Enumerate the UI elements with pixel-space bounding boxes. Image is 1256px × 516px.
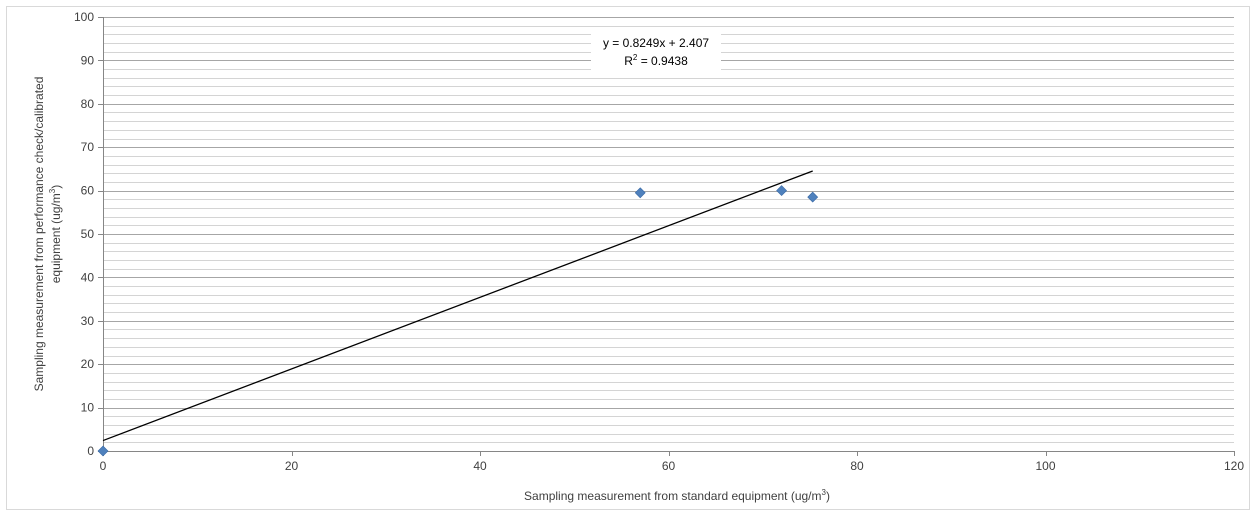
axes — [103, 17, 1234, 452]
y-tick-label: 80 — [81, 97, 95, 111]
x-tick-label: 60 — [662, 459, 676, 473]
x-tick-label: 40 — [473, 459, 487, 473]
x-tick-label: 120 — [1224, 459, 1244, 473]
y-tick-label: 30 — [81, 314, 95, 328]
y-tick-label: 60 — [81, 184, 95, 198]
trendline-layer — [102, 170, 813, 442]
data-points — [97, 185, 819, 457]
y-tick-label: 90 — [81, 53, 95, 67]
r-squared-text: R2 = 0.9438 — [624, 53, 688, 68]
data-point-diamond — [776, 185, 788, 197]
data-point-diamond — [634, 187, 646, 199]
x-tick-label: 20 — [285, 459, 299, 473]
trendline-equation-label: y = 0.8249x + 2.407 R2 = 0.9438 — [591, 29, 721, 71]
equation-text: y = 0.8249x + 2.407 — [603, 36, 709, 50]
y-tick-label: 70 — [81, 140, 95, 154]
data-point-diamond — [807, 191, 819, 203]
gridlines — [103, 17, 1234, 452]
y-axis-title-line1: Sampling measurement from performance ch… — [32, 77, 46, 392]
data-point-diamond — [97, 445, 109, 457]
y-tick-label: 0 — [87, 444, 94, 458]
y-tick-label: 10 — [81, 401, 95, 415]
y-axis-title-line2: equipment (ug/m3) — [48, 185, 63, 284]
tick-labels: 0 10 20 30 40 50 60 70 80 90 100 0 20 40 60 80 100 120 — [74, 10, 1244, 473]
y-tick-label: 40 — [81, 270, 95, 284]
y-tick-label: 50 — [81, 227, 95, 241]
scatter-chart: 0 10 20 30 40 50 60 70 80 90 100 0 20 40 60 80 100 120 y … — [32, 10, 1244, 503]
y-tick-label: 100 — [74, 10, 94, 24]
x-tick-label: 100 — [1035, 459, 1055, 473]
x-tick-label: 0 — [100, 459, 107, 473]
equation-background — [591, 29, 721, 71]
y-tick-label: 20 — [81, 357, 95, 371]
y-axis-title: Sampling measurement from performance ch… — [32, 77, 63, 392]
x-tick-label: 80 — [850, 459, 864, 473]
x-axis-title: Sampling measurement from standard equip… — [524, 488, 830, 503]
linear-trendline — [102, 170, 813, 442]
chart-frame: 0 10 20 30 40 50 60 70 80 90 100 0 20 40 60 80 100 120 y … — [6, 6, 1250, 510]
